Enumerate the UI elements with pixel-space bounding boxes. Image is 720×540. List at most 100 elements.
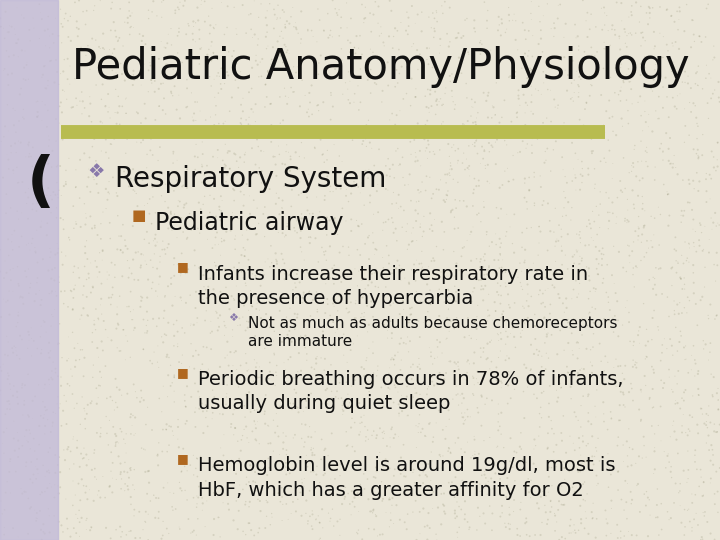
Point xyxy=(305,446,317,454)
Point xyxy=(0,428,9,436)
Point xyxy=(145,44,156,52)
Point xyxy=(652,203,664,212)
Point xyxy=(376,98,387,106)
Point xyxy=(359,364,370,373)
Point xyxy=(240,500,251,509)
Point xyxy=(490,138,501,146)
Point xyxy=(104,271,115,279)
Point xyxy=(235,361,246,370)
Point xyxy=(146,79,158,87)
Point xyxy=(510,343,521,352)
Point xyxy=(554,0,566,9)
Point xyxy=(492,329,503,338)
Point xyxy=(81,409,93,418)
Point xyxy=(313,172,325,180)
Point xyxy=(435,94,446,103)
Point xyxy=(202,62,214,71)
Point xyxy=(511,109,523,117)
Point xyxy=(406,229,418,238)
Point xyxy=(574,279,585,288)
Point xyxy=(253,528,264,537)
Point xyxy=(518,90,529,99)
Point xyxy=(14,294,25,302)
Point xyxy=(689,451,701,460)
Point xyxy=(68,433,79,441)
Point xyxy=(396,407,408,415)
Point xyxy=(62,445,73,454)
Point xyxy=(487,368,499,377)
Point xyxy=(213,322,225,331)
Point xyxy=(213,514,225,522)
Point xyxy=(307,32,319,41)
Point xyxy=(298,291,310,299)
Point xyxy=(446,70,458,78)
Point xyxy=(63,354,74,363)
Point xyxy=(654,402,666,411)
Point xyxy=(518,414,530,422)
Point xyxy=(603,96,615,105)
Point xyxy=(500,268,511,276)
Point xyxy=(445,317,456,326)
Point xyxy=(647,3,658,12)
Point xyxy=(434,35,446,43)
Point xyxy=(607,209,618,218)
Point xyxy=(667,39,678,48)
Point xyxy=(400,472,412,481)
Point xyxy=(191,454,202,463)
Point xyxy=(551,386,562,395)
Point xyxy=(42,415,53,424)
Point xyxy=(642,52,654,61)
Point xyxy=(639,372,650,380)
Point xyxy=(446,143,458,152)
Point xyxy=(341,185,352,194)
Point xyxy=(131,171,143,179)
Point xyxy=(248,406,260,415)
Point xyxy=(274,14,286,22)
Point xyxy=(3,156,14,164)
Point xyxy=(481,355,492,363)
Point xyxy=(354,419,366,428)
Point xyxy=(76,43,87,52)
Point xyxy=(389,381,400,389)
Point xyxy=(147,183,158,191)
Point xyxy=(700,74,711,83)
Point xyxy=(144,58,156,67)
Point xyxy=(135,250,147,259)
Point xyxy=(456,476,468,485)
Point xyxy=(398,322,410,331)
Point xyxy=(168,320,179,329)
Point xyxy=(421,55,433,64)
Point xyxy=(615,186,626,195)
Point xyxy=(479,147,490,156)
Point xyxy=(427,456,438,465)
Point xyxy=(697,410,708,418)
Point xyxy=(713,396,720,404)
Point xyxy=(316,505,328,514)
Point xyxy=(264,262,276,271)
Point xyxy=(301,356,312,364)
Point xyxy=(382,383,394,392)
Point xyxy=(623,65,634,73)
Point xyxy=(632,331,644,340)
Point xyxy=(598,121,609,130)
Point xyxy=(188,116,199,125)
Point xyxy=(593,316,605,325)
Point xyxy=(80,209,91,218)
Point xyxy=(391,66,402,75)
Point xyxy=(21,60,32,69)
Point xyxy=(636,29,647,37)
Point xyxy=(708,373,719,381)
Point xyxy=(341,378,352,387)
Point xyxy=(2,375,14,383)
Point xyxy=(248,417,260,426)
Point xyxy=(680,256,692,265)
Point xyxy=(81,125,93,134)
Point xyxy=(504,510,516,519)
Point xyxy=(356,293,368,302)
Point xyxy=(89,256,101,265)
Point xyxy=(205,56,217,65)
Point xyxy=(662,5,673,14)
Point xyxy=(452,144,464,153)
Point xyxy=(587,452,598,461)
Point xyxy=(469,318,480,326)
